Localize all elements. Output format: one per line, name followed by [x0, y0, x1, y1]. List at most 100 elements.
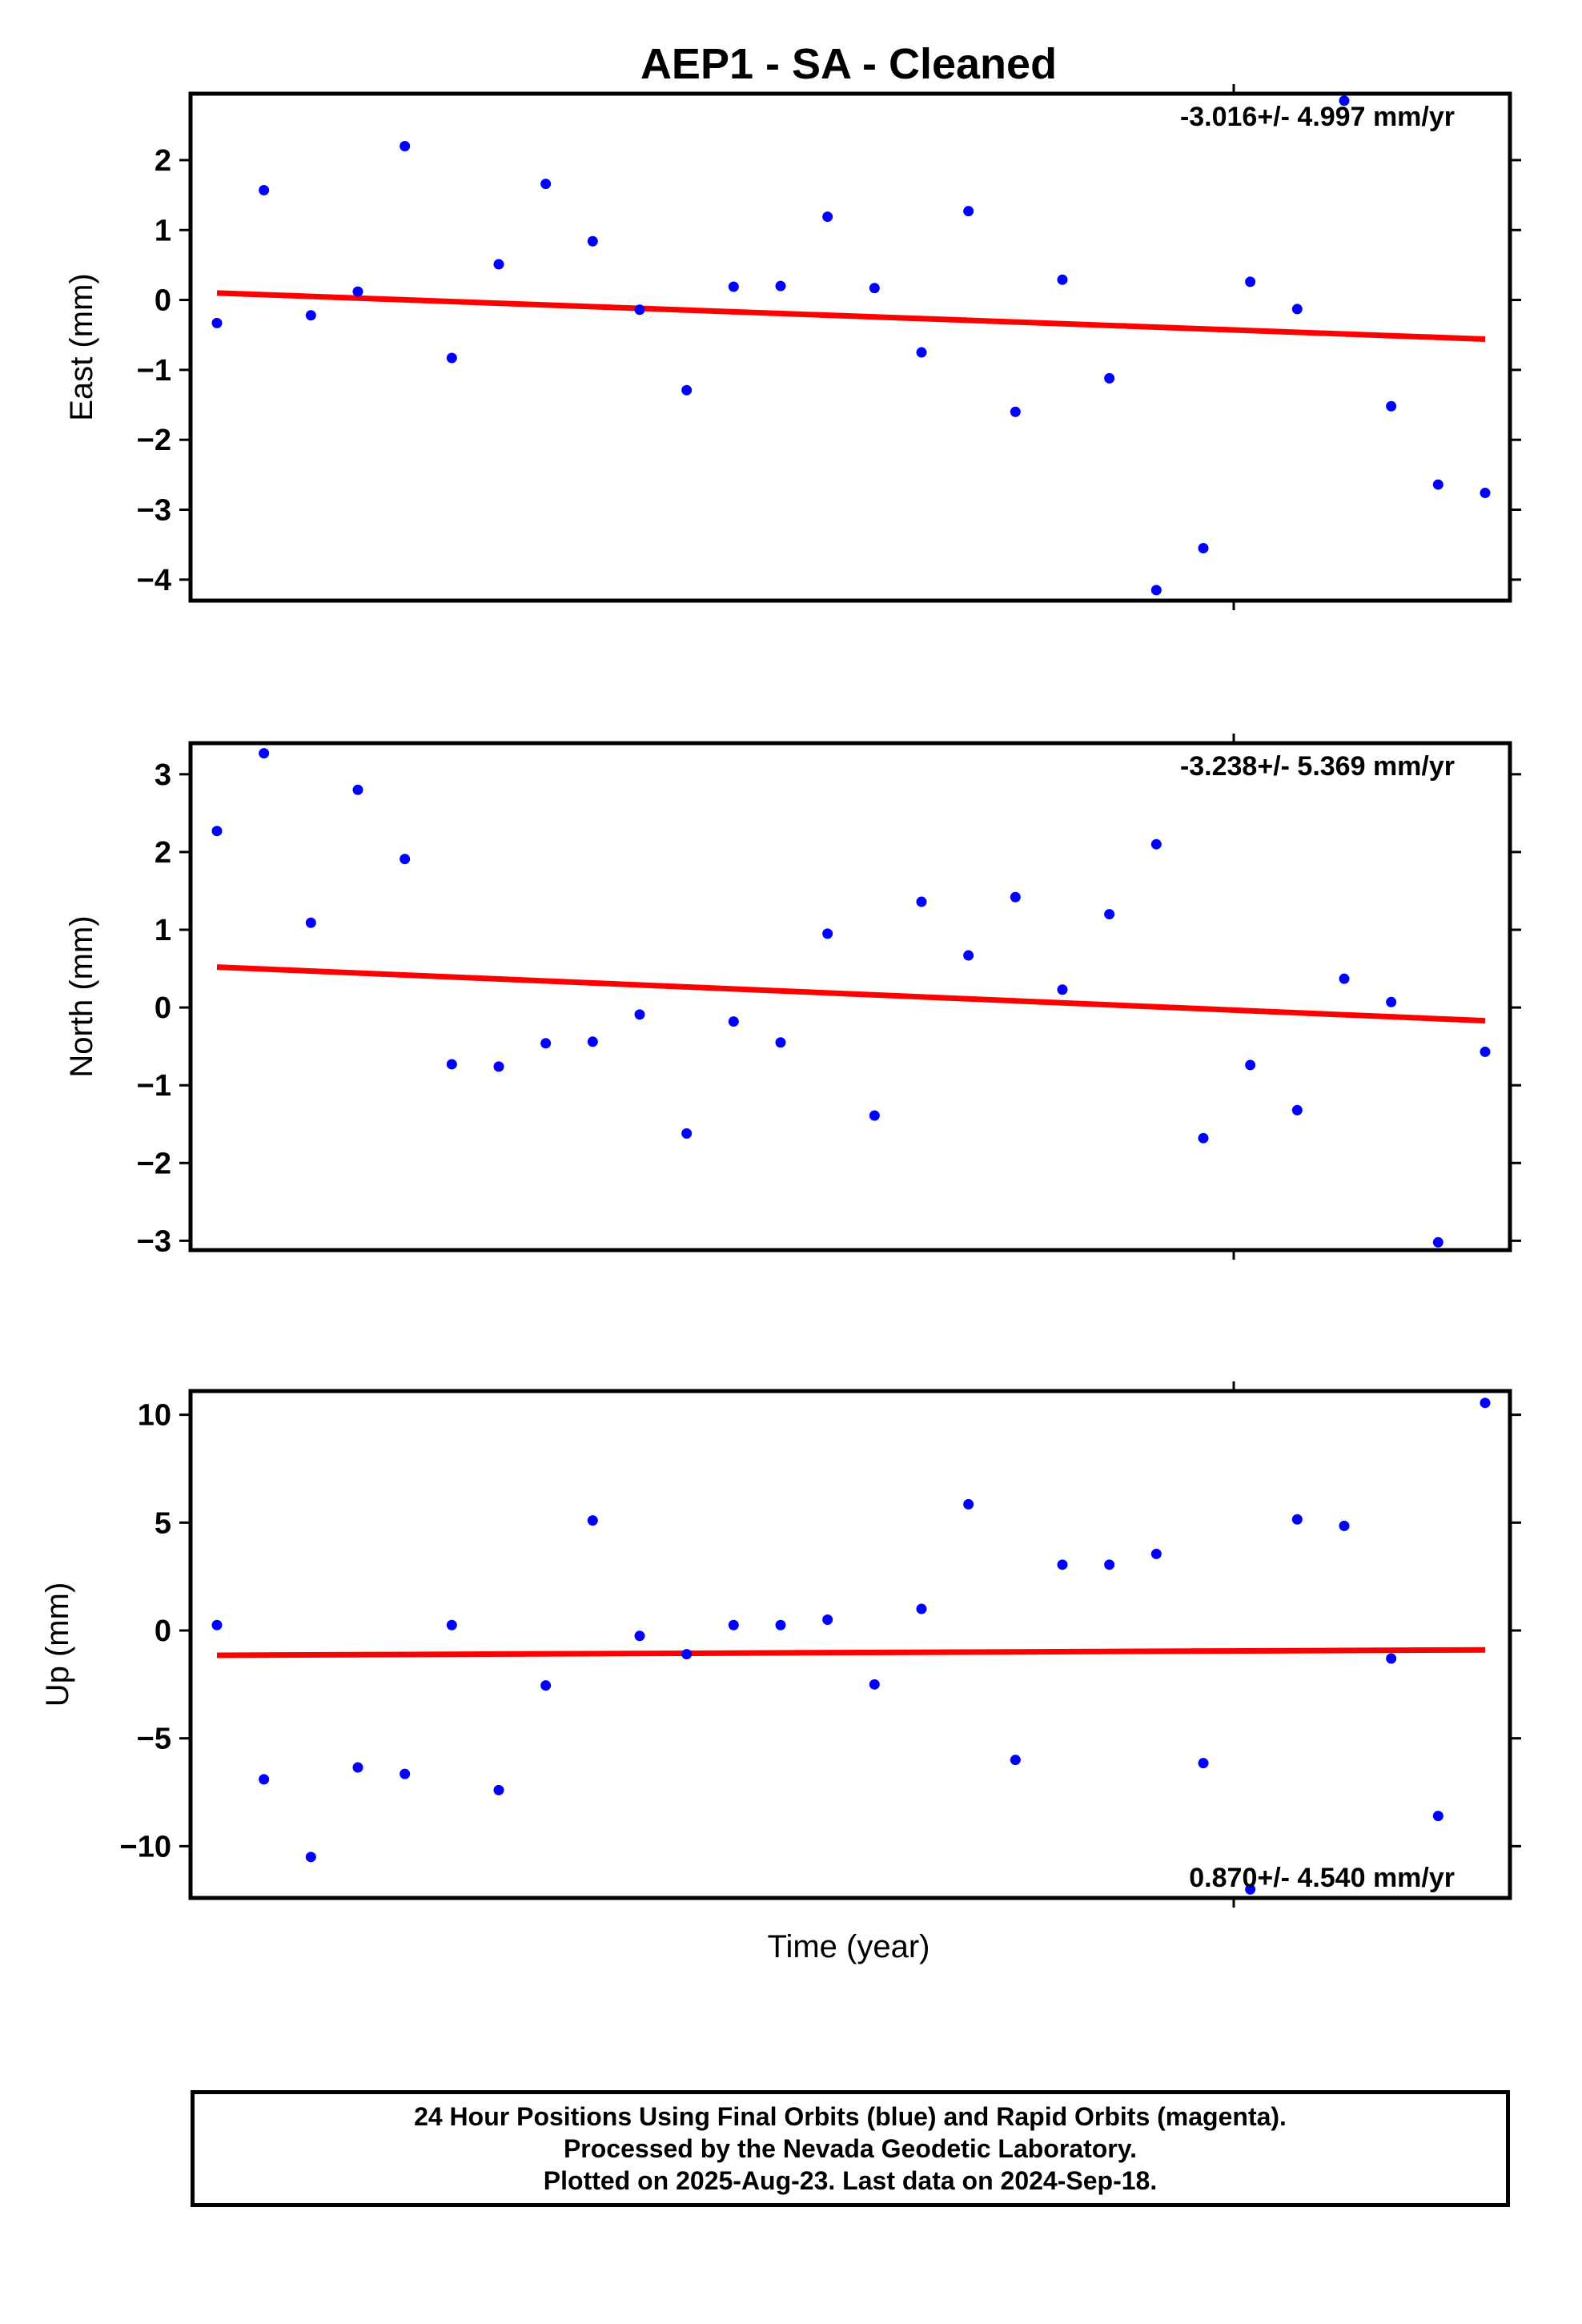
north-ytick-label: 2	[155, 836, 171, 870]
north-frame	[188, 741, 1512, 1252]
up-data-point	[822, 1614, 833, 1626]
up-data-point	[1339, 1520, 1350, 1531]
up-data-point	[916, 1603, 927, 1614]
north-ytick-label: −3	[137, 1224, 171, 1258]
east-data-point	[446, 352, 457, 364]
north-data-point	[822, 928, 833, 939]
north-ytick-label: −2	[137, 1147, 171, 1180]
up-ytick-label: 5	[155, 1506, 171, 1540]
north-data-point	[587, 1036, 598, 1047]
up-ytick-label: −5	[137, 1723, 171, 1756]
east-data-point	[587, 235, 598, 247]
east-data-point	[305, 310, 316, 321]
north-data-point	[211, 826, 223, 837]
east-data-point	[822, 211, 833, 223]
east-data-point	[1104, 372, 1115, 384]
north-data-point	[1291, 1104, 1303, 1116]
north-data-point	[259, 748, 270, 759]
east-ytick-label: −2	[137, 424, 171, 457]
east-ytick-label: −4	[137, 564, 171, 597]
north-ytick-label: −1	[137, 1069, 171, 1103]
north-panel: 3 2 1 0 −1 −2 −3 North (mm) -3.238+/- 5.369 mm/y…	[64, 734, 1521, 1260]
up-data-point	[259, 1774, 270, 1785]
north-data-point	[1150, 838, 1162, 850]
north-data-point	[728, 1016, 739, 1027]
east-data-point	[493, 259, 504, 270]
up-data-point	[1291, 1514, 1303, 1525]
north-data-point	[916, 896, 927, 907]
east-data-point	[1339, 95, 1350, 107]
east-rate-label: -3.016+/- 4.997 mm/yr	[1180, 102, 1455, 132]
up-data-point	[681, 1649, 693, 1660]
east-data-point	[1010, 406, 1021, 417]
north-data-point	[1339, 973, 1350, 984]
up-data-point	[352, 1762, 363, 1773]
north-ytick-label: 0	[155, 991, 171, 1025]
up-trend-line	[216, 1647, 1486, 1659]
east-data-point	[259, 184, 270, 195]
east-data-point	[634, 304, 645, 316]
north-rate-label: -3.238+/- 5.369 mm/yr	[1180, 751, 1455, 782]
north-data-point	[1010, 891, 1021, 903]
north-data-point	[681, 1128, 693, 1139]
east-data-point	[1198, 543, 1209, 554]
up-data-point	[400, 1768, 411, 1779]
up-ytick-label: −10	[120, 1830, 171, 1864]
north-trend-line	[216, 964, 1486, 1024]
north-ytick-label: 3	[155, 758, 171, 792]
up-frame	[188, 1389, 1512, 1900]
north-data-point	[400, 854, 411, 865]
north-data-point	[775, 1037, 786, 1048]
east-y-axis-label: East (mm)	[64, 273, 99, 420]
north-data-point	[1480, 1046, 1491, 1057]
east-ytick-label: −1	[137, 354, 171, 388]
east-data-point	[540, 179, 552, 190]
up-panel: 10 5 0 −5 −10 Up (mm) 0.870+/- 4.540 mm/yr	[40, 1381, 1521, 1908]
up-ytick-label: 0	[155, 1614, 171, 1648]
east-ytick-label: 0	[155, 284, 171, 318]
up-data-point	[634, 1630, 645, 1642]
up-data-point	[446, 1619, 457, 1630]
up-data-point	[305, 1852, 316, 1863]
up-data-point	[1150, 1548, 1162, 1559]
east-data-point	[916, 347, 927, 358]
up-data-point	[1432, 1811, 1443, 1822]
up-data-point	[728, 1619, 739, 1630]
up-data-point	[493, 1784, 504, 1795]
north-data-point	[540, 1038, 552, 1049]
east-data-point	[1432, 479, 1443, 490]
east-data-point	[1245, 276, 1256, 287]
north-data-point	[963, 950, 974, 961]
up-rate-label: 0.870+/- 4.540 mm/yr	[1189, 1863, 1455, 1893]
up-data-point	[1198, 1758, 1209, 1769]
north-data-point	[1432, 1236, 1443, 1248]
up-data-point	[1386, 1653, 1397, 1664]
north-data-point	[1198, 1132, 1209, 1144]
north-data-point	[1104, 909, 1115, 920]
north-data-point	[1057, 984, 1068, 995]
east-data-point	[1150, 585, 1162, 596]
north-data-point	[1245, 1059, 1256, 1071]
north-data-point	[869, 1110, 880, 1121]
east-data-point	[728, 281, 739, 292]
footer-line-1: 24 Hour Positions Using Final Orbits (bl…	[414, 2102, 1287, 2131]
east-data-point	[869, 283, 880, 294]
north-data-point	[352, 784, 363, 795]
up-ytick-label: 10	[138, 1399, 171, 1433]
east-data-point	[352, 286, 363, 297]
up-y-axis-label: Up (mm)	[40, 1582, 75, 1707]
chart-title: AEP1 - SA - Cleaned	[640, 40, 1057, 88]
north-ytick-label: 1	[155, 914, 171, 947]
up-data-point	[1480, 1397, 1491, 1409]
east-data-point	[1291, 304, 1303, 315]
north-y-axis-label: North (mm)	[64, 915, 99, 1077]
east-ytick-label: 1	[155, 214, 171, 247]
east-data-point	[400, 140, 411, 151]
up-data-point	[1057, 1559, 1068, 1570]
up-data-point	[1104, 1559, 1115, 1570]
east-ytick-label: −3	[137, 493, 171, 527]
up-data-point	[1010, 1755, 1021, 1766]
up-data-point	[775, 1619, 786, 1630]
